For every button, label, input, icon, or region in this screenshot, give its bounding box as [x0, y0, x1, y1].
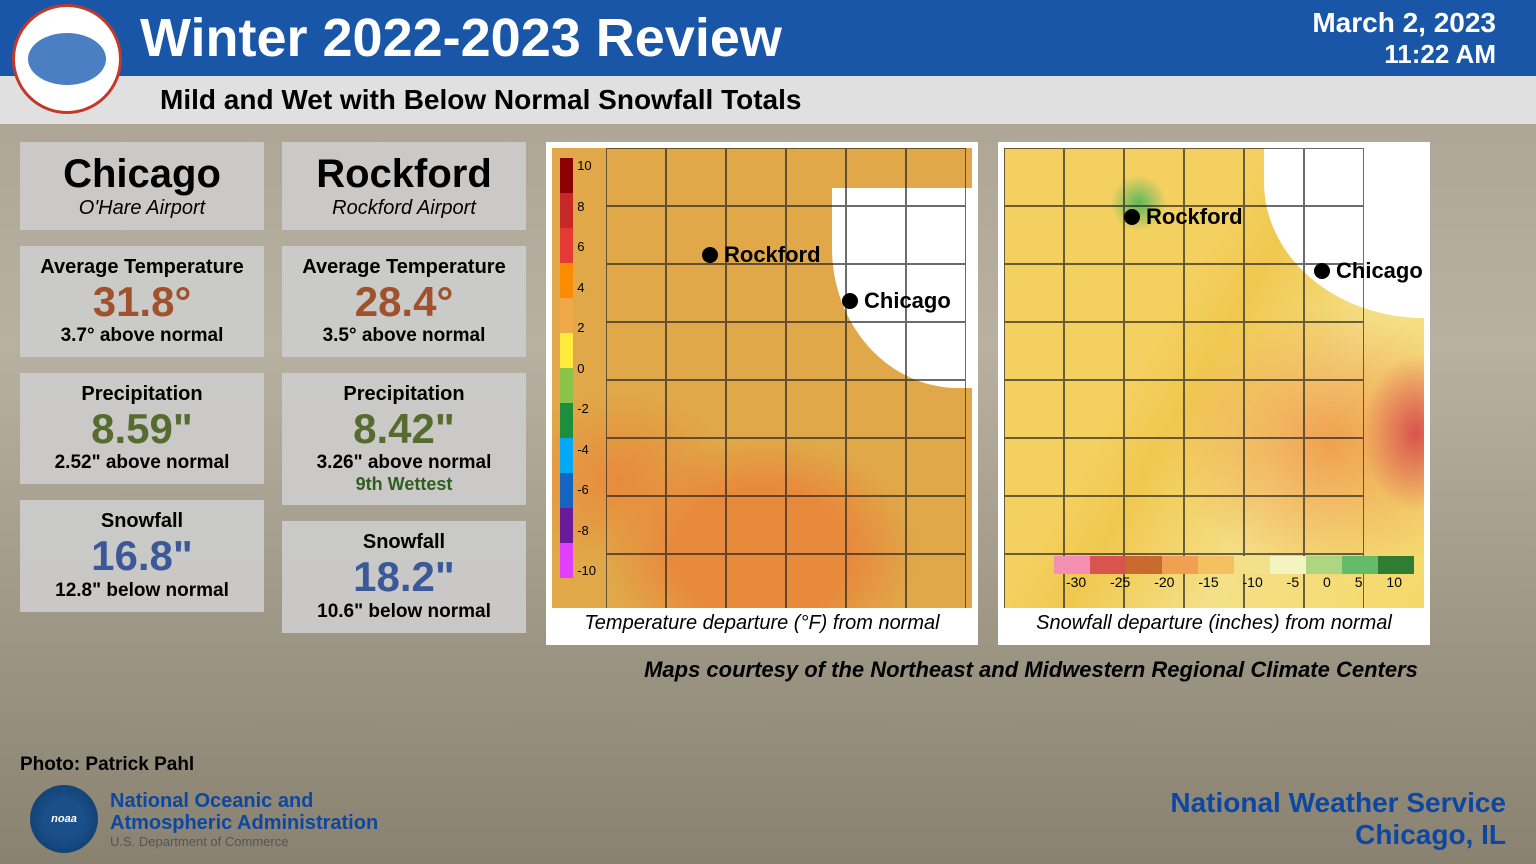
stat-value: 31.8° [28, 279, 256, 325]
city-name: Chicago [28, 152, 256, 197]
content-area: Chicago O'Hare Airport Average Temperatu… [0, 124, 1536, 683]
footer: noaa National Oceanic and Atmospheric Ad… [0, 774, 1536, 864]
stat-value: 8.59" [28, 406, 256, 452]
stat-label: Snowfall [290, 531, 518, 554]
stat-label: Average Temperature [28, 256, 256, 279]
temp-legend: 1086420-2-4-6-8-10 [560, 158, 596, 578]
snow-map: Rockford Chicago -30-25-20-15-10-50510 [1004, 148, 1424, 608]
footer-right: National Weather Service Chicago, IL [1170, 787, 1506, 851]
footer-right-2: Chicago, IL [1170, 819, 1506, 851]
subtitle-banner: Mild and Wet with Below Normal Snowfall … [0, 76, 1536, 124]
precip-box-chicago: Precipitation 8.59" 2.52" above normal [20, 373, 264, 484]
stat-label: Snowfall [28, 510, 256, 533]
stat-rank: 9th Wettest [290, 474, 518, 495]
snow-box-rockford: Snowfall 18.2" 10.6" below normal [282, 521, 526, 632]
nws-logo [12, 4, 132, 124]
city-column-rockford: Rockford Rockford Airport Average Temper… [282, 142, 526, 683]
noaa-logo-icon: noaa [30, 785, 98, 853]
header-banner: Winter 2022-2023 Review March 2, 2023 11… [0, 0, 1536, 76]
city-station: Rockford Airport [290, 197, 518, 220]
stat-value: 28.4° [290, 279, 518, 325]
stat-label: Precipitation [290, 383, 518, 406]
stat-value: 8.42" [290, 406, 518, 452]
city-header-chicago: Chicago O'Hare Airport [20, 142, 264, 230]
maps-column: 1086420-2-4-6-8-10 Rockford Chicago Temp… [546, 142, 1516, 683]
chicago-marker: Chicago [842, 288, 951, 314]
city-column-chicago: Chicago O'Hare Airport Average Temperatu… [20, 142, 264, 683]
header-date: March 2, 2023 [1312, 7, 1496, 39]
precip-box-rockford: Precipitation 8.42" 3.26" above normal 9… [282, 373, 526, 505]
noaa-text: National Oceanic and Atmospheric Adminis… [110, 790, 378, 849]
maps-credit: Maps courtesy of the Northeast and Midwe… [546, 657, 1516, 683]
stat-context: 3.7° above normal [28, 325, 256, 347]
snow-box-chicago: Snowfall 16.8" 12.8" below normal [20, 500, 264, 611]
page-title: Winter 2022-2023 Review [140, 7, 1312, 69]
noaa-line3: U.S. Department of Commerce [110, 834, 378, 849]
stat-context: 12.8" below normal [28, 580, 256, 602]
footer-right-1: National Weather Service [1170, 787, 1506, 819]
stat-label: Average Temperature [290, 256, 518, 279]
temp-map: 1086420-2-4-6-8-10 Rockford Chicago [552, 148, 972, 608]
city-name: Rockford [290, 152, 518, 197]
stat-context: 3.26" above normal [290, 452, 518, 474]
snow-map-caption: Snowfall departure (inches) from normal [1004, 608, 1424, 639]
stat-label: Precipitation [28, 383, 256, 406]
stat-value: 16.8" [28, 533, 256, 579]
snow-map-panel: Rockford Chicago -30-25-20-15-10-50510 S… [998, 142, 1430, 645]
temp-map-panel: 1086420-2-4-6-8-10 Rockford Chicago Temp… [546, 142, 978, 645]
stats-columns: Chicago O'Hare Airport Average Temperatu… [20, 142, 526, 683]
temp-box-chicago: Average Temperature 31.8° 3.7° above nor… [20, 246, 264, 357]
stat-value: 18.2" [290, 554, 518, 600]
stat-context: 10.6" below normal [290, 601, 518, 623]
header-date-block: March 2, 2023 11:22 AM [1312, 7, 1496, 70]
header-time: 11:22 AM [1312, 39, 1496, 70]
temp-map-caption: Temperature departure (°F) from normal [552, 608, 972, 639]
city-station: O'Hare Airport [28, 197, 256, 220]
photo-credit: Photo: Patrick Pahl [20, 754, 194, 776]
noaa-line2: Atmospheric Administration [110, 812, 378, 834]
temp-box-rockford: Average Temperature 28.4° 3.5° above nor… [282, 246, 526, 357]
stat-context: 2.52" above normal [28, 452, 256, 474]
rockford-marker: Rockford [702, 242, 821, 268]
snow-legend: -30-25-20-15-10-50510 [1054, 556, 1414, 602]
noaa-line1: National Oceanic and [110, 790, 378, 812]
city-header-rockford: Rockford Rockford Airport [282, 142, 526, 230]
rockford-marker: Rockford [1124, 204, 1243, 230]
stat-context: 3.5° above normal [290, 325, 518, 347]
chicago-marker: Chicago [1314, 258, 1423, 284]
